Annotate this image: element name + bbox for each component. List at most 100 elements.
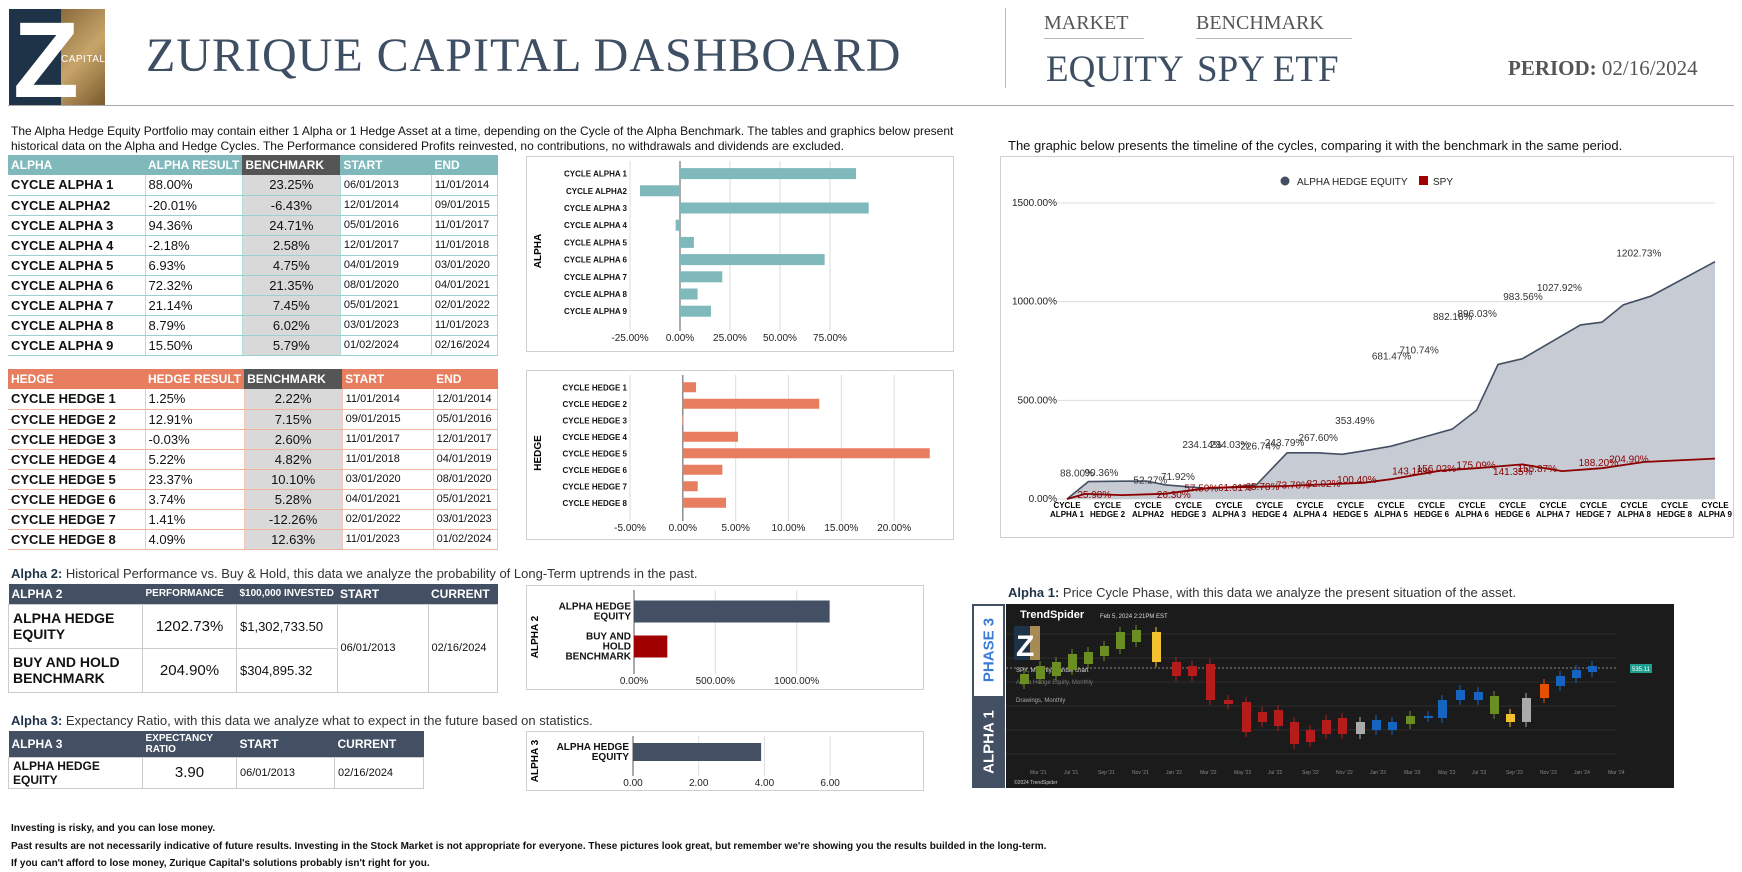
y-category-label: CYCLE ALPHA 9 <box>564 307 628 316</box>
candle <box>1438 700 1447 718</box>
alpha1-title: Alpha 1: Price Cycle Phase, with this da… <box>1008 585 1516 600</box>
candle <box>1506 714 1515 722</box>
spy-data-label: 82.02% <box>1307 479 1341 490</box>
cycle-result: 12.91% <box>145 409 245 430</box>
cycle-name: CYCLE HEDGE 8 <box>8 529 146 550</box>
col-header: EXPECTANCY RATIO <box>142 731 237 757</box>
table-row: ALPHA HEDGE EQUITY 1202.73% $1,302,733.5… <box>8 603 498 693</box>
alpha2-title-text: Historical Performance vs. Buy & Hold, t… <box>62 566 698 581</box>
chart-legend: Alpha Hedge Equity, Monthly <box>1016 680 1093 686</box>
x-tick-label: Nov '22 <box>1336 770 1353 776</box>
x-tick-label: CYCLE <box>1661 501 1689 510</box>
invested-value: $1,302,733.50 <box>236 603 338 649</box>
benchmark-value: 5.79% <box>242 335 341 356</box>
x-tick-label: ALPHA 3 <box>1212 510 1246 519</box>
candle <box>1242 702 1251 732</box>
x-tick-label: Sep '21 <box>1098 770 1115 776</box>
x-tick-label: CYCLE <box>1458 501 1486 510</box>
x-tick-label: Nov '23 <box>1540 770 1557 776</box>
benchmark-value: 7.15% <box>244 409 343 430</box>
x-tick-label: ALPHA 4 <box>1293 510 1327 519</box>
x-tick-label: CYCLE <box>1296 501 1324 510</box>
cycle-name: CYCLE ALPHA 6 <box>8 275 146 296</box>
y-category-label: CYCLE ALPHA 1 <box>564 170 628 179</box>
alpha3-title: Alpha 3: Expectancy Ratio, with this dat… <box>11 713 593 728</box>
cycle-name: CYCLE HEDGE 1 <box>8 389 146 410</box>
cycle-result: 3.74% <box>145 489 245 510</box>
alpha1-tab <box>972 696 1005 788</box>
x-tick-label: CYCLE <box>1580 501 1608 510</box>
y-axis-label: ALPHA 2 <box>530 615 541 658</box>
end-date: 03/01/2023 <box>433 509 499 530</box>
equity-data-label: 896.03% <box>1457 309 1497 320</box>
y-category-label: CYCLE HEDGE 5 <box>563 449 628 458</box>
cycle-name: CYCLE HEDGE 5 <box>8 469 146 490</box>
alpha2-table-header: ALPHA 2 PERFORMANCE $100,000 INVESTED ST… <box>8 584 498 604</box>
equity-data-label: 267.60% <box>1298 433 1338 444</box>
x-tick-label: CYCLE <box>1215 501 1243 510</box>
bar <box>682 464 723 475</box>
cycle-result: 6.93% <box>145 255 243 276</box>
table-row: CYCLE HEDGE 2 12.91% 7.15% 09/01/2015 05/01/… <box>8 409 499 430</box>
candle <box>1338 718 1347 734</box>
x-tick-label: May '22 <box>1234 770 1252 776</box>
brand-date: Feb 5, 2024 2:21PM EST <box>1100 614 1168 620</box>
brand-name: TrendSpider <box>1020 609 1085 621</box>
candle <box>1356 722 1365 734</box>
x-tick-label: CYCLE <box>1620 501 1648 510</box>
col-header: START <box>342 369 434 389</box>
x-tick-label: Jul '23 <box>1472 770 1487 776</box>
equity-data-label: 71.92% <box>1161 472 1195 483</box>
benchmark-value: 2.60% <box>244 429 343 450</box>
period-value: 02/16/2024 <box>1601 56 1698 80</box>
table-row: CYCLE ALPHA 7 21.14% 7.45% 05/01/2021 02/01/… <box>8 295 499 316</box>
x-tick-label: HEDGE 6 <box>1495 510 1531 519</box>
table-row: BUY AND HOLD BENCHMARK 204.90% $304,895.… <box>8 647 498 693</box>
x-tick-label: CYCLE <box>1701 501 1729 510</box>
x-tick-label: Jan '22 <box>1166 770 1182 776</box>
benchmark-value: 12.63% <box>244 529 343 550</box>
row-label: ALPHA HEDGE EQUITY <box>8 603 143 649</box>
cycle-name: CYCLE HEDGE 7 <box>8 509 146 530</box>
chart-logo-letter: Z <box>1016 630 1034 663</box>
end-date: 11/01/2018 <box>431 235 499 256</box>
benchmark-value: -12.26% <box>244 509 343 530</box>
candle <box>1274 710 1283 726</box>
bar <box>680 236 694 248</box>
y-tick-label: 500.00% <box>1018 395 1058 406</box>
equity-data-label: 243.79% <box>1265 438 1305 449</box>
bar <box>675 219 680 231</box>
candle <box>1116 632 1125 649</box>
cycle-timeline-chart: 0.00% 500.00% 1000.00% 1500.00% 88.00%90.36%… <box>1000 156 1734 538</box>
timeline-text: The graphic below presents the timeline … <box>1008 138 1623 153</box>
y-category-label: CYCLE ALPHA 8 <box>564 290 628 299</box>
bar <box>633 743 762 761</box>
cycle-name: CYCLE HEDGE 2 <box>8 409 146 430</box>
cycle-name: CYCLE ALPHA 8 <box>8 315 146 336</box>
benchmark-value: 5.28% <box>244 489 343 510</box>
x-tick-label: Jul '22 <box>1268 770 1283 776</box>
page-title: ZURIQUE CAPITAL DASHBOARD <box>146 29 902 82</box>
disclaimer-3: If you can't afford to lose money, Zuriq… <box>11 858 430 869</box>
hedge-results-chart: -5.00% 0.00% 5.00% 10.00% 15.00% 20.00% CYCLE … <box>526 370 954 540</box>
candle <box>1224 700 1233 704</box>
candle <box>1322 720 1331 734</box>
table-row: CYCLE ALPHA 8 8.79% 6.02% 03/01/2023 11/01/2… <box>8 315 499 336</box>
y-category-label: ALPHA HEDGE EQUITY <box>557 742 630 763</box>
col-header: ALPHA 2 <box>8 584 143 604</box>
table-row: CYCLE ALPHA 4 -2.18% 2.58% 12/01/2017 11/01/… <box>8 235 499 256</box>
col-header: CURRENT <box>334 731 424 757</box>
y-tick-label: 1500.00% <box>1012 198 1057 209</box>
chart-logo-accent <box>1030 626 1040 660</box>
y-category-label: CYCLE HEDGE 6 <box>563 466 628 475</box>
cycle-name: CYCLE HEDGE 4 <box>8 449 146 470</box>
x-tick-label: CYCLE <box>1539 501 1567 510</box>
col-header: ALPHA 3 <box>8 731 143 757</box>
cycle-name: CYCLE ALPHA 9 <box>8 335 146 356</box>
x-tick-label: -5.00% <box>614 523 646 534</box>
end-date: 11/01/2014 <box>431 175 499 196</box>
x-tick-label: 500.00% <box>696 676 736 687</box>
candle <box>1258 712 1267 722</box>
x-tick-label: Jul '21 <box>1064 770 1079 776</box>
end-date: 12/01/2014 <box>433 389 499 410</box>
